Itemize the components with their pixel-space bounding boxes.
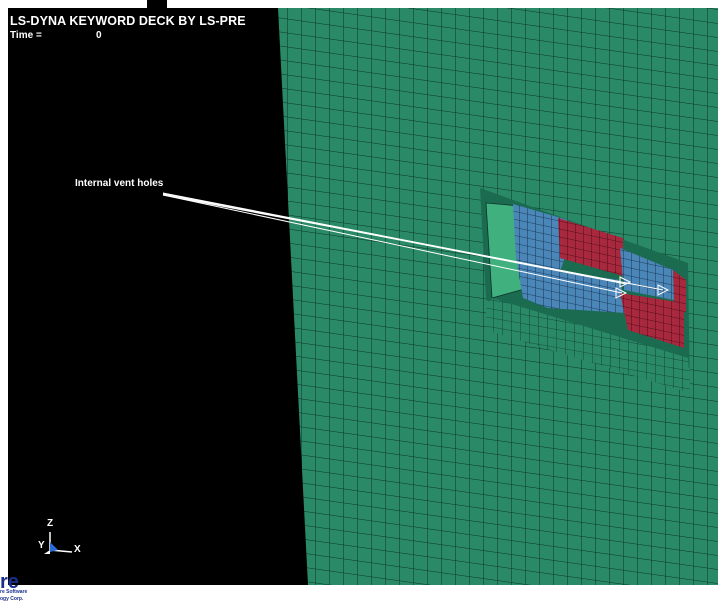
leader-arrowheads bbox=[615, 276, 670, 299]
axis-z-label: Z bbox=[47, 518, 54, 529]
annotation-label: Internal vent holes bbox=[75, 178, 164, 189]
deck-title: LS-DYNA KEYWORD DECK BY LS-PRE bbox=[10, 14, 246, 28]
graphics-viewport[interactable]: LS-DYNA KEYWORD DECK BY LS-PRE Time = 0 … bbox=[8, 8, 718, 585]
axis-y-label: Y bbox=[38, 540, 45, 551]
axis-triad: Z Y X bbox=[30, 516, 90, 566]
airbag-red-top bbox=[558, 218, 623, 276]
mesh-model bbox=[162, 8, 718, 585]
axis-x-label: X bbox=[74, 544, 81, 555]
top-tab-marker bbox=[147, 0, 167, 8]
axis-triad-icon bbox=[44, 532, 73, 554]
vendor-logo: re re Software ogy Corp. bbox=[0, 572, 60, 603]
logo-text-line1: re Software bbox=[0, 589, 28, 595]
logo-mark: re bbox=[0, 571, 19, 593]
logo-text-line2: ogy Corp. bbox=[0, 596, 24, 602]
airbag-blue-right bbox=[620, 248, 674, 300]
lower-panel-band bbox=[486, 308, 690, 393]
time-value: 0 bbox=[96, 30, 102, 41]
time-label: Time = bbox=[10, 30, 42, 41]
airbag-red-right bbox=[620, 293, 684, 348]
airbag-red-edge bbox=[673, 270, 686, 313]
leader-lines bbox=[162, 192, 664, 294]
